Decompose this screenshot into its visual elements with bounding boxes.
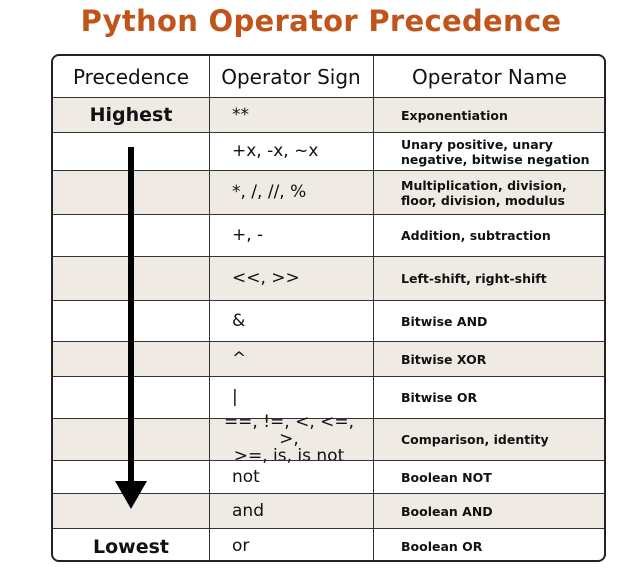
operator-sign: *, /, //, % <box>232 182 307 202</box>
header-precedence: Precedence <box>72 64 190 89</box>
table-row: Lowest or Boolean OR <box>53 528 604 560</box>
table-row: *, /, //, % Multiplication, division, fl… <box>53 170 604 214</box>
table-header: Precedence Operator Sign Operator Name <box>53 56 604 97</box>
operator-sign: +, - <box>232 225 264 245</box>
operator-name: Bitwise XOR <box>401 351 487 367</box>
operator-sign: <<, >> <box>232 268 300 288</box>
down-arrow-icon <box>115 147 147 509</box>
operator-name: Addition, subtraction <box>401 228 551 243</box>
operator-sign: and <box>232 500 264 521</box>
table-row: Highest ** Exponentiation <box>53 97 604 132</box>
table-row: <<, >> Left-shift, right-shift <box>53 256 604 300</box>
operator-name: Boolean AND <box>401 503 493 519</box>
operator-name: Boolean OR <box>401 539 483 554</box>
header-operator-sign: Operator Sign <box>221 64 361 89</box>
operator-sign: or <box>232 536 250 556</box>
operator-sign: +x, -x, ~x <box>232 141 319 161</box>
table-row: ^ Bitwise XOR <box>53 341 604 376</box>
table-row: and Boolean AND <box>53 493 604 528</box>
precedence-highest: Highest <box>89 104 173 126</box>
operator-sign: ^ <box>232 348 247 369</box>
table-row: +, - Addition, subtraction <box>53 214 604 256</box>
operator-sign: ** <box>232 104 249 125</box>
operator-name: Bitwise OR <box>401 390 478 405</box>
operator-name: Exponentiation <box>401 107 508 123</box>
precedence-lowest: Lowest <box>93 535 169 558</box>
column-divider <box>209 56 210 560</box>
operator-name: Comparison, identity <box>401 432 549 447</box>
operator-name: Bitwise AND <box>401 313 488 329</box>
table-row: +x, -x, ~x Unary positive, unary negativ… <box>53 132 604 170</box>
operator-sign: & <box>232 310 246 331</box>
table-row: not Boolean NOT <box>53 460 604 493</box>
page-title: Python Operator Precedence <box>80 4 562 38</box>
table-row: & Bitwise AND <box>53 300 604 341</box>
precedence-table: Precedence Operator Sign Operator Name H… <box>51 54 606 562</box>
header-operator-name: Operator Name <box>412 64 567 89</box>
operator-sign: not <box>232 466 260 487</box>
operator-sign: ==, !=, <, <=, >, >=, is, is not <box>223 412 355 466</box>
operator-sign: | <box>232 387 238 407</box>
operator-name: Left-shift, right-shift <box>401 271 547 286</box>
column-divider <box>373 56 374 560</box>
operator-name: Boolean NOT <box>401 469 492 485</box>
table-row: | Bitwise OR <box>53 376 604 418</box>
operator-name: Multiplication, division, floor, divisio… <box>401 177 567 208</box>
operator-name: Unary positive, unary negative, bitwise … <box>401 136 590 167</box>
